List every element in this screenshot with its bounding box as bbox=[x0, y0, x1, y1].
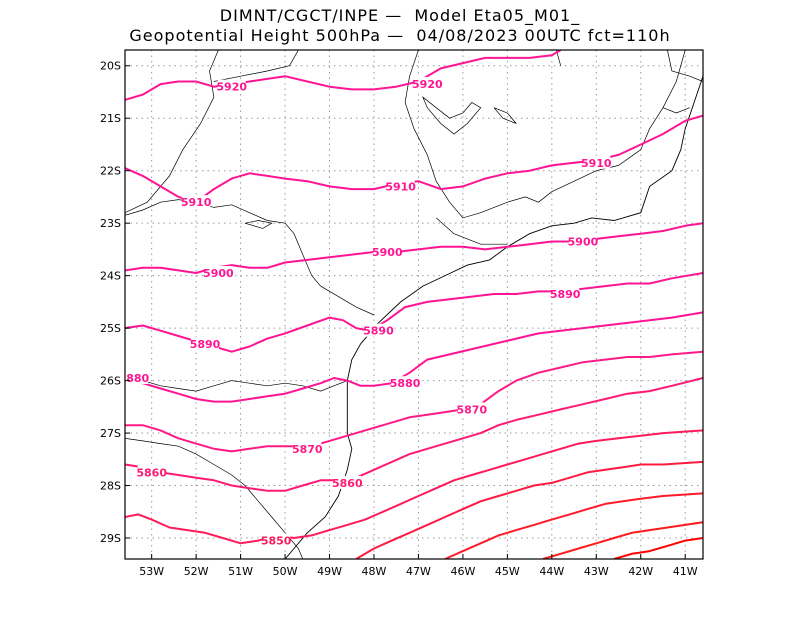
contour-label-bg bbox=[125, 370, 148, 384]
lat-tick-label: 22S bbox=[100, 165, 121, 178]
lon-tick-label: 43W bbox=[584, 565, 609, 578]
state-border bbox=[125, 377, 348, 392]
lon-tick-label: 44W bbox=[539, 565, 564, 578]
chart-title-line-1: DIMNT/CGCT/INPE — Model Eta05_M01_ bbox=[219, 6, 581, 25]
lat-tick-label: 28S bbox=[100, 480, 121, 493]
lat-tick-label: 23S bbox=[100, 217, 121, 230]
contour-label: 5880 bbox=[119, 372, 150, 385]
reservoir-outline bbox=[244, 220, 273, 229]
contour-label-bg bbox=[191, 336, 220, 350]
contour-label: 5890 bbox=[363, 325, 394, 338]
lat-tick-label: 21S bbox=[100, 112, 121, 125]
plot-frame bbox=[124, 49, 704, 560]
contour-line-5820 bbox=[542, 521, 703, 559]
lon-tick-label: 51W bbox=[228, 565, 253, 578]
contour-line-5880 bbox=[125, 311, 703, 403]
contour-label-bg bbox=[391, 376, 420, 390]
lat-tick-label: 20S bbox=[100, 60, 121, 73]
contour-label: 5900 bbox=[372, 246, 403, 259]
contour-label: 5920 bbox=[216, 81, 247, 94]
contour-label: 5870 bbox=[456, 403, 487, 416]
lon-tick-label: 47W bbox=[406, 565, 431, 578]
lon-tick-label: 42W bbox=[628, 565, 653, 578]
contour-label-bg bbox=[217, 79, 246, 93]
contour-label: 5890 bbox=[550, 288, 581, 301]
lon-tick-label: 52W bbox=[184, 565, 209, 578]
coastline bbox=[284, 76, 703, 559]
contour-line-5830 bbox=[444, 492, 703, 559]
reservoir-outline bbox=[422, 96, 482, 135]
contour-label-bg bbox=[373, 245, 402, 259]
lon-tick-label: 50W bbox=[273, 565, 298, 578]
contour-label-bg bbox=[386, 179, 415, 193]
contour-label-bg bbox=[364, 323, 393, 337]
state-border bbox=[125, 437, 304, 559]
contour-label: 5920 bbox=[412, 78, 443, 91]
contour-label-bg bbox=[551, 287, 580, 301]
contour-label: 5900 bbox=[568, 236, 599, 249]
contour-line-5920 bbox=[125, 50, 563, 101]
contour-line-5840 bbox=[355, 460, 703, 559]
contour-label: 5910 bbox=[181, 196, 212, 209]
contour-line-5810 bbox=[613, 537, 703, 559]
contour-label-bg bbox=[204, 266, 233, 280]
lat-tick-label: 26S bbox=[100, 375, 121, 388]
lat-tick-label: 29S bbox=[100, 532, 121, 545]
contour-line-5860 bbox=[125, 377, 703, 492]
state-border bbox=[125, 199, 375, 316]
contour-label-bg bbox=[457, 402, 486, 416]
state-border bbox=[213, 50, 299, 82]
contour-label: 5910 bbox=[385, 180, 416, 193]
contour-label: 5880 bbox=[390, 377, 421, 390]
contour-label: 5890 bbox=[190, 338, 221, 351]
state-border bbox=[404, 50, 686, 219]
contour-label: 5910 bbox=[581, 157, 612, 170]
state-border bbox=[125, 50, 219, 214]
state-border bbox=[667, 50, 703, 82]
lat-tick-label: 27S bbox=[100, 427, 121, 440]
chart-title-line-2: Geopotential Height 500hPa — 04/08/2023 … bbox=[129, 26, 671, 45]
lon-tick-label: 48W bbox=[362, 565, 387, 578]
contour-line-5870 bbox=[125, 350, 703, 453]
lon-tick-label: 46W bbox=[450, 565, 475, 578]
contour-label: 5870 bbox=[292, 443, 323, 456]
contour-label-bg bbox=[333, 475, 362, 489]
contour-label-bg bbox=[262, 533, 291, 547]
contour-line-5900 bbox=[125, 222, 703, 274]
reservoir-outline bbox=[493, 107, 517, 124]
contour-label-bg bbox=[568, 234, 597, 248]
contour-layer: 5920 5920 5910 5910 5910 5900 5900 5900 5890 5890… bbox=[119, 50, 703, 559]
contour-label-bg bbox=[582, 155, 611, 169]
contour-label-bg bbox=[293, 441, 322, 455]
contour-line-5850 bbox=[125, 429, 703, 545]
lat-tick-label: 25S bbox=[100, 322, 121, 335]
lon-tick-label: 49W bbox=[317, 565, 342, 578]
lon-tick-label: 53W bbox=[139, 565, 164, 578]
state-border bbox=[662, 107, 690, 114]
contour-label: 5850 bbox=[261, 535, 292, 548]
lon-tick-label: 41W bbox=[673, 565, 698, 578]
lat-tick-label: 24S bbox=[100, 270, 121, 283]
lon-tick-label: 45W bbox=[495, 565, 520, 578]
axis-labels: 20S 21S 22S 23S 24S 25S 26S 27S 28S 29S 53W 52W 51W 5… bbox=[100, 60, 698, 578]
contour-label: 5860 bbox=[332, 477, 363, 490]
contour-label-bg bbox=[182, 195, 211, 209]
contour-label: 5860 bbox=[136, 466, 167, 479]
state-border bbox=[435, 217, 508, 245]
geography-layer bbox=[125, 50, 703, 559]
contour-label-bg bbox=[413, 77, 442, 91]
graticule-grid bbox=[125, 50, 703, 559]
contour-label-bg bbox=[137, 465, 166, 479]
contour-label: 5900 bbox=[203, 267, 234, 280]
